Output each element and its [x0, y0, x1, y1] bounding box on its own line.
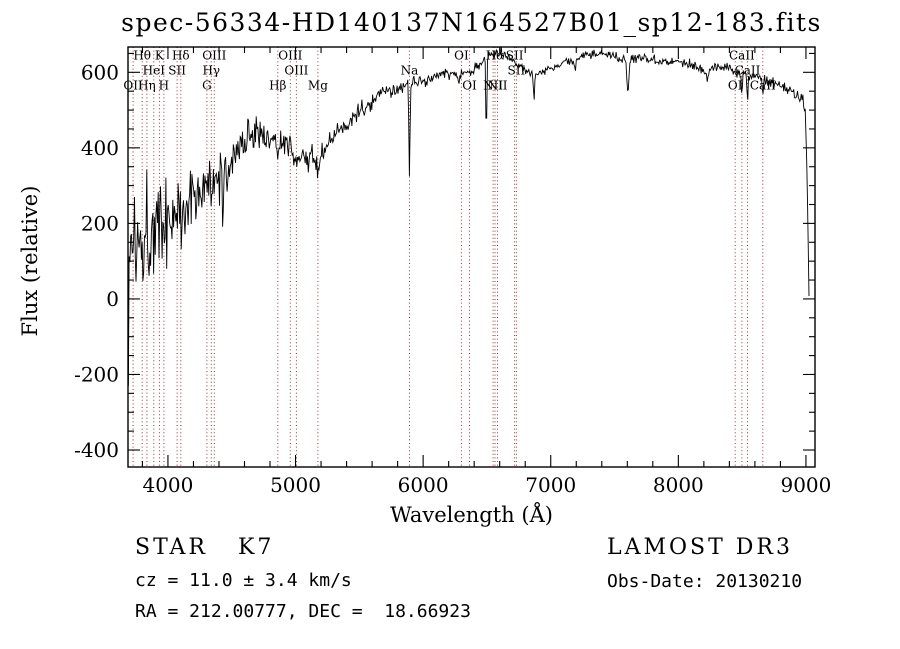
line-marker-label: Hα	[486, 49, 505, 63]
y-tick-label: 600	[81, 60, 119, 84]
y-tick-label: 0	[106, 287, 119, 311]
line-marker-label: K	[155, 49, 165, 63]
x-tick-label: 9000	[780, 473, 831, 497]
cz-text: cz = 11.0 ± 3.4 km/s	[135, 570, 352, 591]
line-marker-label: CaII	[735, 64, 761, 78]
line-marker-label: CaII	[729, 49, 755, 63]
x-axis-label: Wavelength (Å)	[390, 503, 553, 527]
line-marker-label: CaII	[750, 79, 776, 93]
survey-text: LAMOST DR3	[607, 535, 793, 560]
plot-title: spec-56334-HD140137N164527B01_sp12-183.f…	[121, 8, 822, 37]
line-marker-label: SII	[168, 64, 186, 78]
line-marker-label: Hθ	[133, 49, 151, 63]
coordinates-text: RA = 212.00777, DEC = 18.66923	[135, 601, 471, 622]
line-marker-label: OI	[454, 49, 469, 63]
line-marker-label: OIII	[202, 49, 226, 63]
line-marker-label: NII	[488, 79, 508, 93]
x-tick-label: 7000	[525, 473, 576, 497]
line-marker-label: OIII	[278, 49, 302, 63]
x-tick-label: 5000	[270, 473, 321, 497]
line-marker-label: G	[202, 79, 212, 93]
y-tick-label: 200	[81, 211, 119, 235]
line-marker-label: OIII	[284, 64, 308, 78]
line-marker-label: HeI	[143, 64, 166, 78]
line-marker-label: Na	[401, 64, 419, 78]
line-marker-label: OI	[728, 79, 743, 93]
line-marker-label: Hη	[138, 79, 156, 93]
line-marker-label: Hδ	[172, 49, 190, 63]
y-tick-label: -400	[74, 438, 119, 462]
y-tick-label: 400	[81, 136, 119, 160]
line-marker-label: SII	[506, 49, 524, 63]
line-marker-label: Hβ	[269, 79, 286, 93]
x-tick-label: 8000	[653, 473, 704, 497]
line-marker-label: NII	[483, 79, 503, 93]
classification-text: STAR K7	[135, 535, 275, 560]
x-tick-label: 4000	[142, 473, 193, 497]
line-marker-label: SII	[508, 64, 526, 78]
obs-date-text: Obs-Date: 20130210	[607, 571, 803, 592]
y-tick-label: -200	[74, 362, 119, 386]
line-marker-label: OI	[462, 79, 477, 93]
line-marker-label: H	[159, 79, 169, 93]
spectrum-line	[127, 46, 810, 386]
x-tick-label: 6000	[398, 473, 449, 497]
plot-frame	[127, 46, 816, 468]
line-marker-label: Hγ	[202, 64, 220, 78]
line-marker-label: Mg	[308, 79, 328, 93]
